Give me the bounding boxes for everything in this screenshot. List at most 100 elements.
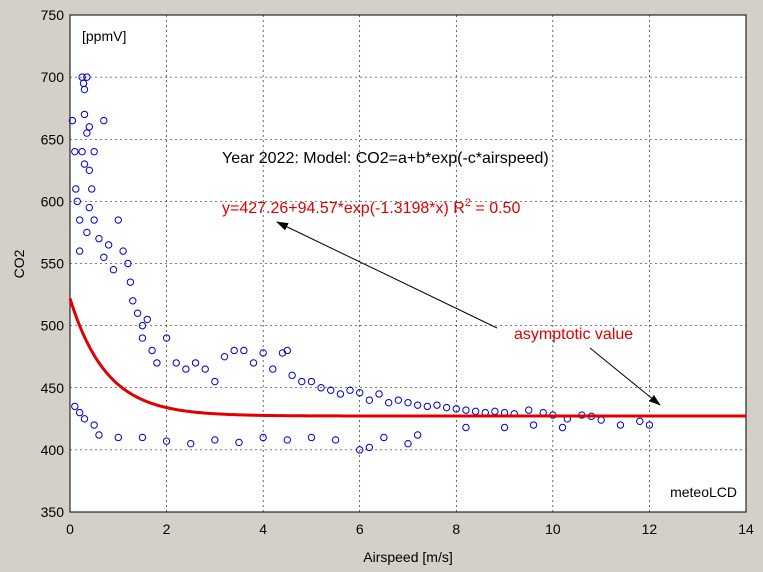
scatter-point <box>129 297 137 305</box>
scatter-point <box>138 433 147 442</box>
x-tick-label: 2 <box>163 521 171 537</box>
y-tick-label: 500 <box>41 318 65 334</box>
credit-label: meteoLCD <box>670 484 737 500</box>
x-tick-label: 4 <box>259 521 267 537</box>
scatter-point <box>375 390 383 398</box>
scatter-point <box>80 110 89 119</box>
scatter-point <box>452 405 460 413</box>
arrow-to-equation <box>276 221 498 329</box>
y-tick-label: 650 <box>41 131 65 147</box>
scatter-point <box>525 406 533 414</box>
scatter-point <box>71 147 79 156</box>
scatter-point <box>95 234 103 243</box>
x-tick-label: 14 <box>738 521 754 537</box>
scatter-point <box>298 377 306 386</box>
scatter-point <box>148 346 156 355</box>
scatter-point <box>249 359 258 367</box>
scatter-point <box>85 123 94 131</box>
scatter-point <box>187 439 195 448</box>
scatter-point <box>394 396 403 404</box>
scatter-points <box>68 73 654 454</box>
scatter-point <box>380 433 388 442</box>
scatter-point <box>75 216 84 224</box>
scatter-point <box>336 390 345 398</box>
annotation-label: asymptotic value <box>514 326 633 343</box>
x-tick-label: 8 <box>452 521 460 537</box>
scatter-point <box>83 73 91 81</box>
scatter-point <box>95 431 103 439</box>
scatter-point <box>71 402 79 411</box>
scatter-point <box>283 436 291 444</box>
scatter-point <box>88 185 96 193</box>
scatter-point <box>143 315 151 324</box>
scatter-point <box>365 443 374 452</box>
scatter-point <box>75 247 84 255</box>
x-tick-labels: 0 2 4 6 8 10 12 14 <box>66 521 754 537</box>
scatter-point <box>384 398 393 407</box>
scatter-point <box>83 129 91 137</box>
scatter-point <box>211 377 219 386</box>
scatter-point <box>404 398 412 407</box>
scatter-point <box>75 408 84 417</box>
y-tick-label: 550 <box>41 256 65 272</box>
scatter-point <box>529 421 538 429</box>
scatter-point <box>413 401 422 409</box>
scatter-point <box>162 334 171 342</box>
y-tick-labels: 350 400 450 500 550 600 650 700 750 <box>41 7 65 520</box>
scatter-point <box>191 359 200 367</box>
scatter-point <box>636 417 644 425</box>
scatter-point <box>616 421 625 429</box>
y-tick-label: 600 <box>41 193 65 209</box>
scatter-point <box>356 446 364 454</box>
scatter-point <box>85 203 94 212</box>
scatter-point <box>172 359 180 367</box>
y-tick-label: 350 <box>41 504 65 520</box>
scatter-point <box>500 423 509 432</box>
scatter-point <box>413 431 422 439</box>
scatter-point <box>404 439 412 448</box>
scatter-point <box>462 406 470 414</box>
scatter-point <box>80 415 89 423</box>
scatter-point <box>109 266 118 274</box>
scatter-point <box>462 423 470 432</box>
scatter-point <box>365 396 374 404</box>
scatter-point <box>235 438 243 447</box>
scatter-point <box>269 365 277 373</box>
scatter-point <box>220 352 229 361</box>
scatter-point <box>645 421 654 429</box>
scatter-point <box>73 197 81 206</box>
scatter-point <box>433 401 441 409</box>
scatter-point <box>68 116 77 125</box>
scatter-point <box>307 433 316 442</box>
scatter-point <box>80 160 89 168</box>
scatter-point <box>317 384 325 392</box>
plot-area <box>69 14 747 513</box>
scatter-point <box>240 346 248 355</box>
scatter-point <box>90 216 98 224</box>
scatter-point <box>307 377 316 386</box>
scatter-point <box>288 371 296 380</box>
scatter-point <box>423 402 432 411</box>
y-axis-label: CO2 <box>11 249 27 278</box>
scatter-point <box>346 386 354 394</box>
scatter-point <box>90 147 98 156</box>
chart-title: Year 2022: Model: CO2=a+b*exp(-c*airspee… <box>222 150 549 167</box>
scatter-point <box>80 85 89 94</box>
scatter-point <box>114 216 122 224</box>
scatter-point <box>78 147 86 156</box>
y-tick-label: 700 <box>41 69 65 85</box>
scatter-point <box>100 116 108 125</box>
scatter-point <box>259 433 267 442</box>
fit-curve <box>68 298 746 418</box>
scatter-point <box>83 228 91 237</box>
scatter-point <box>283 346 291 355</box>
scatter-point <box>138 321 147 330</box>
x-axis-label: Airspeed [m/s] <box>363 549 452 565</box>
scatter-point <box>331 436 340 444</box>
fit-equation: y=427.26+94.57*exp(-1.3198*x) R2 = 0.50 <box>222 197 520 217</box>
arrow-to-asymptote <box>589 347 661 406</box>
scatter-point <box>356 389 364 397</box>
scatter-point <box>133 309 142 317</box>
scatter-point <box>259 349 267 357</box>
